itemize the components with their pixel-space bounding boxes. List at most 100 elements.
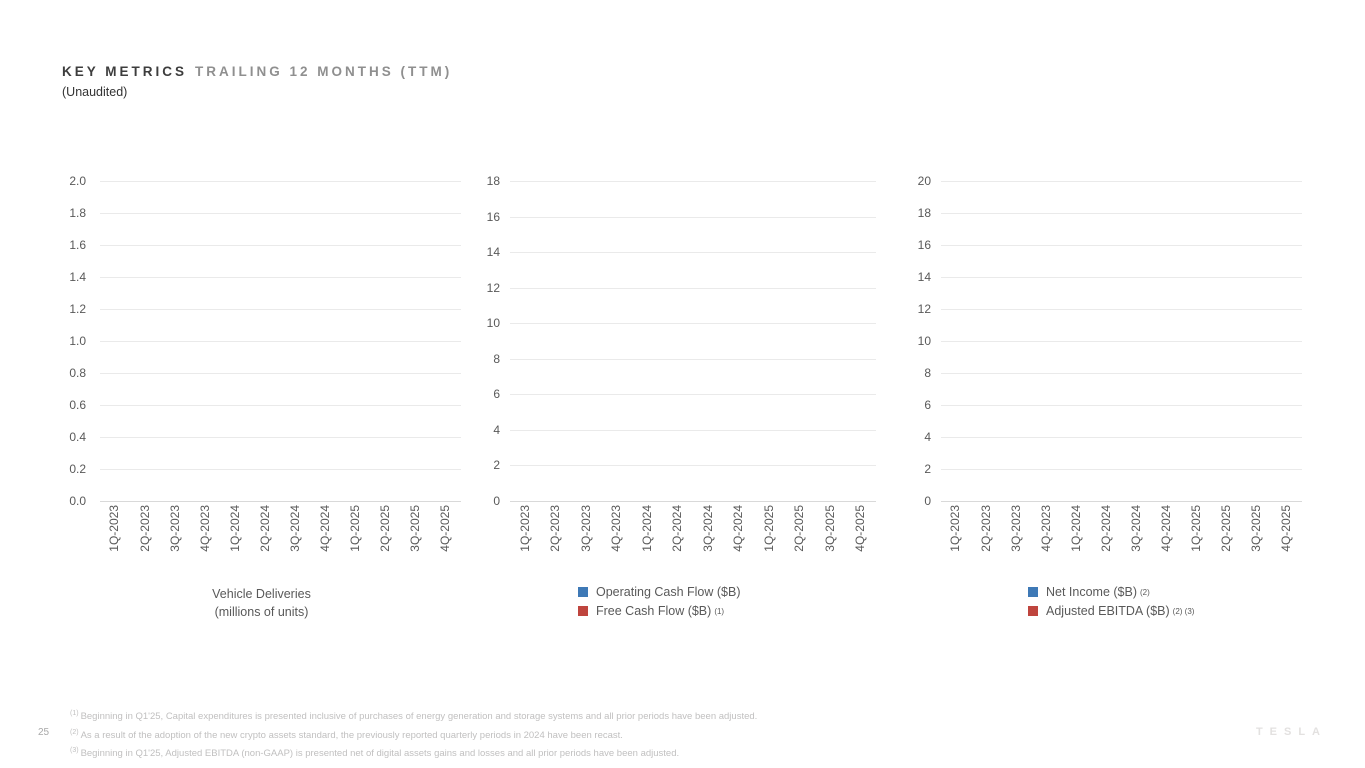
- x-tick-label: 1Q-2023: [517, 505, 532, 552]
- gridline: [510, 323, 876, 325]
- x-category-slot: 3Q-2023: [160, 505, 190, 552]
- title-block: KEY METRICS TRAILING 12 MONTHS (TTM) (Una…: [62, 64, 452, 99]
- x-category-slot: 2Q-2024: [663, 505, 694, 552]
- x-tick-label: 2Q-2024: [257, 505, 272, 552]
- footnotes: (1) Beginning in Q1'25, Capital expenditu…: [70, 706, 757, 762]
- x-tick-label: 4Q-2023: [609, 505, 624, 552]
- chart-caption-title: Vehicle Deliveries: [212, 587, 311, 601]
- title-primary: KEY METRICS: [62, 64, 188, 79]
- y-tick-label: 14: [917, 270, 931, 284]
- y-tick-label: 0.4: [69, 430, 86, 444]
- y-tick-label: 10: [917, 334, 931, 348]
- gridline: [941, 405, 1302, 406]
- gridline: [100, 245, 461, 246]
- gridline: [510, 252, 876, 254]
- gridline: [941, 213, 1302, 214]
- y-tick-label: 0.0: [69, 494, 86, 508]
- legend-swatch-icon: [1028, 587, 1038, 597]
- x-tick-label: 3Q-2024: [1128, 505, 1143, 552]
- x-category-slot: 1Q-2023: [510, 505, 541, 552]
- x-category-slot: 2Q-2023: [971, 505, 1001, 552]
- x-category-slot: 2Q-2025: [785, 505, 816, 552]
- x-tick-label: 1Q-2024: [1068, 505, 1083, 552]
- x-tick-label: 1Q-2023: [107, 505, 122, 552]
- y-tick-label: 10: [486, 316, 500, 331]
- gridline: [510, 465, 876, 467]
- y-tick-label: 12: [917, 302, 931, 316]
- y-tick-label: 0.8: [69, 366, 86, 380]
- x-category-slot: 2Q-2023: [130, 505, 160, 552]
- gridline: [941, 245, 1302, 246]
- x-category-slot: 2Q-2025: [371, 505, 401, 552]
- x-category-slot: 1Q-2024: [632, 505, 663, 552]
- y-tick-label: 18: [486, 174, 500, 188]
- y-tick-label: 2: [493, 458, 500, 473]
- x-tick-label: 1Q-2025: [1189, 505, 1204, 552]
- x-tick-label: 2Q-2024: [670, 505, 685, 552]
- gridline: [941, 309, 1302, 310]
- gridline: [941, 373, 1302, 374]
- x-tick-label: 1Q-2024: [227, 505, 242, 552]
- x-tick-label: 1Q-2025: [348, 505, 363, 552]
- x-category-slot: 3Q-2025: [815, 505, 846, 552]
- y-axis: 18 16 14 12 10 8 6 4 2 0: [470, 174, 500, 508]
- gridline: [510, 181, 876, 182]
- gridline: [941, 469, 1302, 470]
- x-tick-label: 1Q-2023: [948, 505, 963, 552]
- chart-cash-flow: 18 16 14 12 10 8 6 4 2 0 1Q-2023 2Q-2023 3Q-2023 4Q-2…: [470, 174, 876, 623]
- chart-legend: Net Income ($B) (2) Adjusted EBITDA ($B) (2…: [1028, 585, 1194, 623]
- y-tick-label: 16: [486, 209, 500, 224]
- legend-swatch-icon: [578, 606, 588, 616]
- y-tick-label: 0.2: [69, 462, 86, 476]
- y-tick-label: 14: [486, 245, 500, 260]
- y-tick-label: 1.2: [69, 302, 86, 316]
- tesla-wordmark: TESLA: [1255, 726, 1327, 738]
- y-tick-label: 6: [924, 398, 931, 412]
- plot-area: [941, 181, 1302, 502]
- x-category-slot: 2Q-2023: [541, 505, 572, 552]
- legend-footnote-marker: (2): [1140, 587, 1150, 597]
- footnote-text: Beginning in Q1'25, Adjusted EBITDA (non…: [80, 748, 680, 760]
- x-category-slot: 1Q-2025: [1182, 505, 1212, 552]
- x-tick-label: 4Q-2024: [317, 505, 332, 552]
- gridline: [510, 216, 876, 218]
- gridline: [941, 181, 1302, 182]
- x-category-slot: 4Q-2024: [311, 505, 341, 552]
- footnote-text: As a result of the adoption of the new c…: [80, 729, 623, 741]
- x-axis: 1Q-2023 2Q-2023 3Q-2023 4Q-2023 1Q-2024 2Q-20…: [941, 505, 1302, 552]
- x-tick-label: 2Q-2025: [1219, 505, 1234, 552]
- y-tick-label: 8: [924, 366, 931, 380]
- x-tick-label: 2Q-2024: [1098, 505, 1113, 552]
- legend-label: Free Cash Flow ($B): [596, 604, 712, 618]
- y-tick-label: 1.4: [69, 270, 86, 284]
- x-category-slot: 3Q-2025: [401, 505, 431, 552]
- page-number: 25: [38, 727, 50, 738]
- legend-swatch-icon: [578, 587, 588, 597]
- x-tick-label: 2Q-2023: [978, 505, 993, 552]
- title-secondary: TRAILING 12 MONTHS (TTM): [195, 64, 453, 79]
- gridline: [510, 287, 876, 289]
- legend-footnote-marker: (2) (3): [1172, 606, 1195, 616]
- legend-label: Adjusted EBITDA ($B): [1046, 604, 1170, 618]
- x-tick-label: 4Q-2024: [1158, 505, 1173, 552]
- x-category-slot: 1Q-2024: [1061, 505, 1091, 552]
- x-tick-label: 4Q-2023: [1038, 505, 1053, 552]
- gridline: [100, 373, 461, 374]
- x-tick-label: 4Q-2024: [731, 505, 746, 552]
- x-tick-label: 3Q-2025: [408, 505, 423, 552]
- gridline: [510, 394, 876, 396]
- y-tick-label: 2.0: [69, 174, 86, 188]
- chart-vehicle-deliveries: 2.0 1.8 1.6 1.4 1.2 1.0 0.8 0.6 0.4 0.2 0.0 1Q-2023…: [56, 174, 461, 621]
- y-axis: 20 18 16 14 12 10 8 6 4 2 0: [901, 174, 931, 508]
- x-tick-label: 3Q-2025: [1249, 505, 1264, 552]
- y-tick-label: 16: [917, 238, 931, 252]
- gridline: [100, 437, 461, 438]
- legend-footnote-marker: (1): [714, 606, 725, 616]
- x-category-slot: 1Q-2023: [100, 505, 130, 552]
- chart-legend: Operating Cash Flow ($B) Free Cash Flow (…: [578, 585, 741, 623]
- x-category-slot: 3Q-2025: [1242, 505, 1272, 552]
- x-category-slot: 4Q-2025: [431, 505, 461, 552]
- x-category-slot: 2Q-2025: [1212, 505, 1242, 552]
- legend-item: Free Cash Flow ($B) (1): [578, 604, 741, 618]
- legend-item: Operating Cash Flow ($B): [578, 585, 741, 599]
